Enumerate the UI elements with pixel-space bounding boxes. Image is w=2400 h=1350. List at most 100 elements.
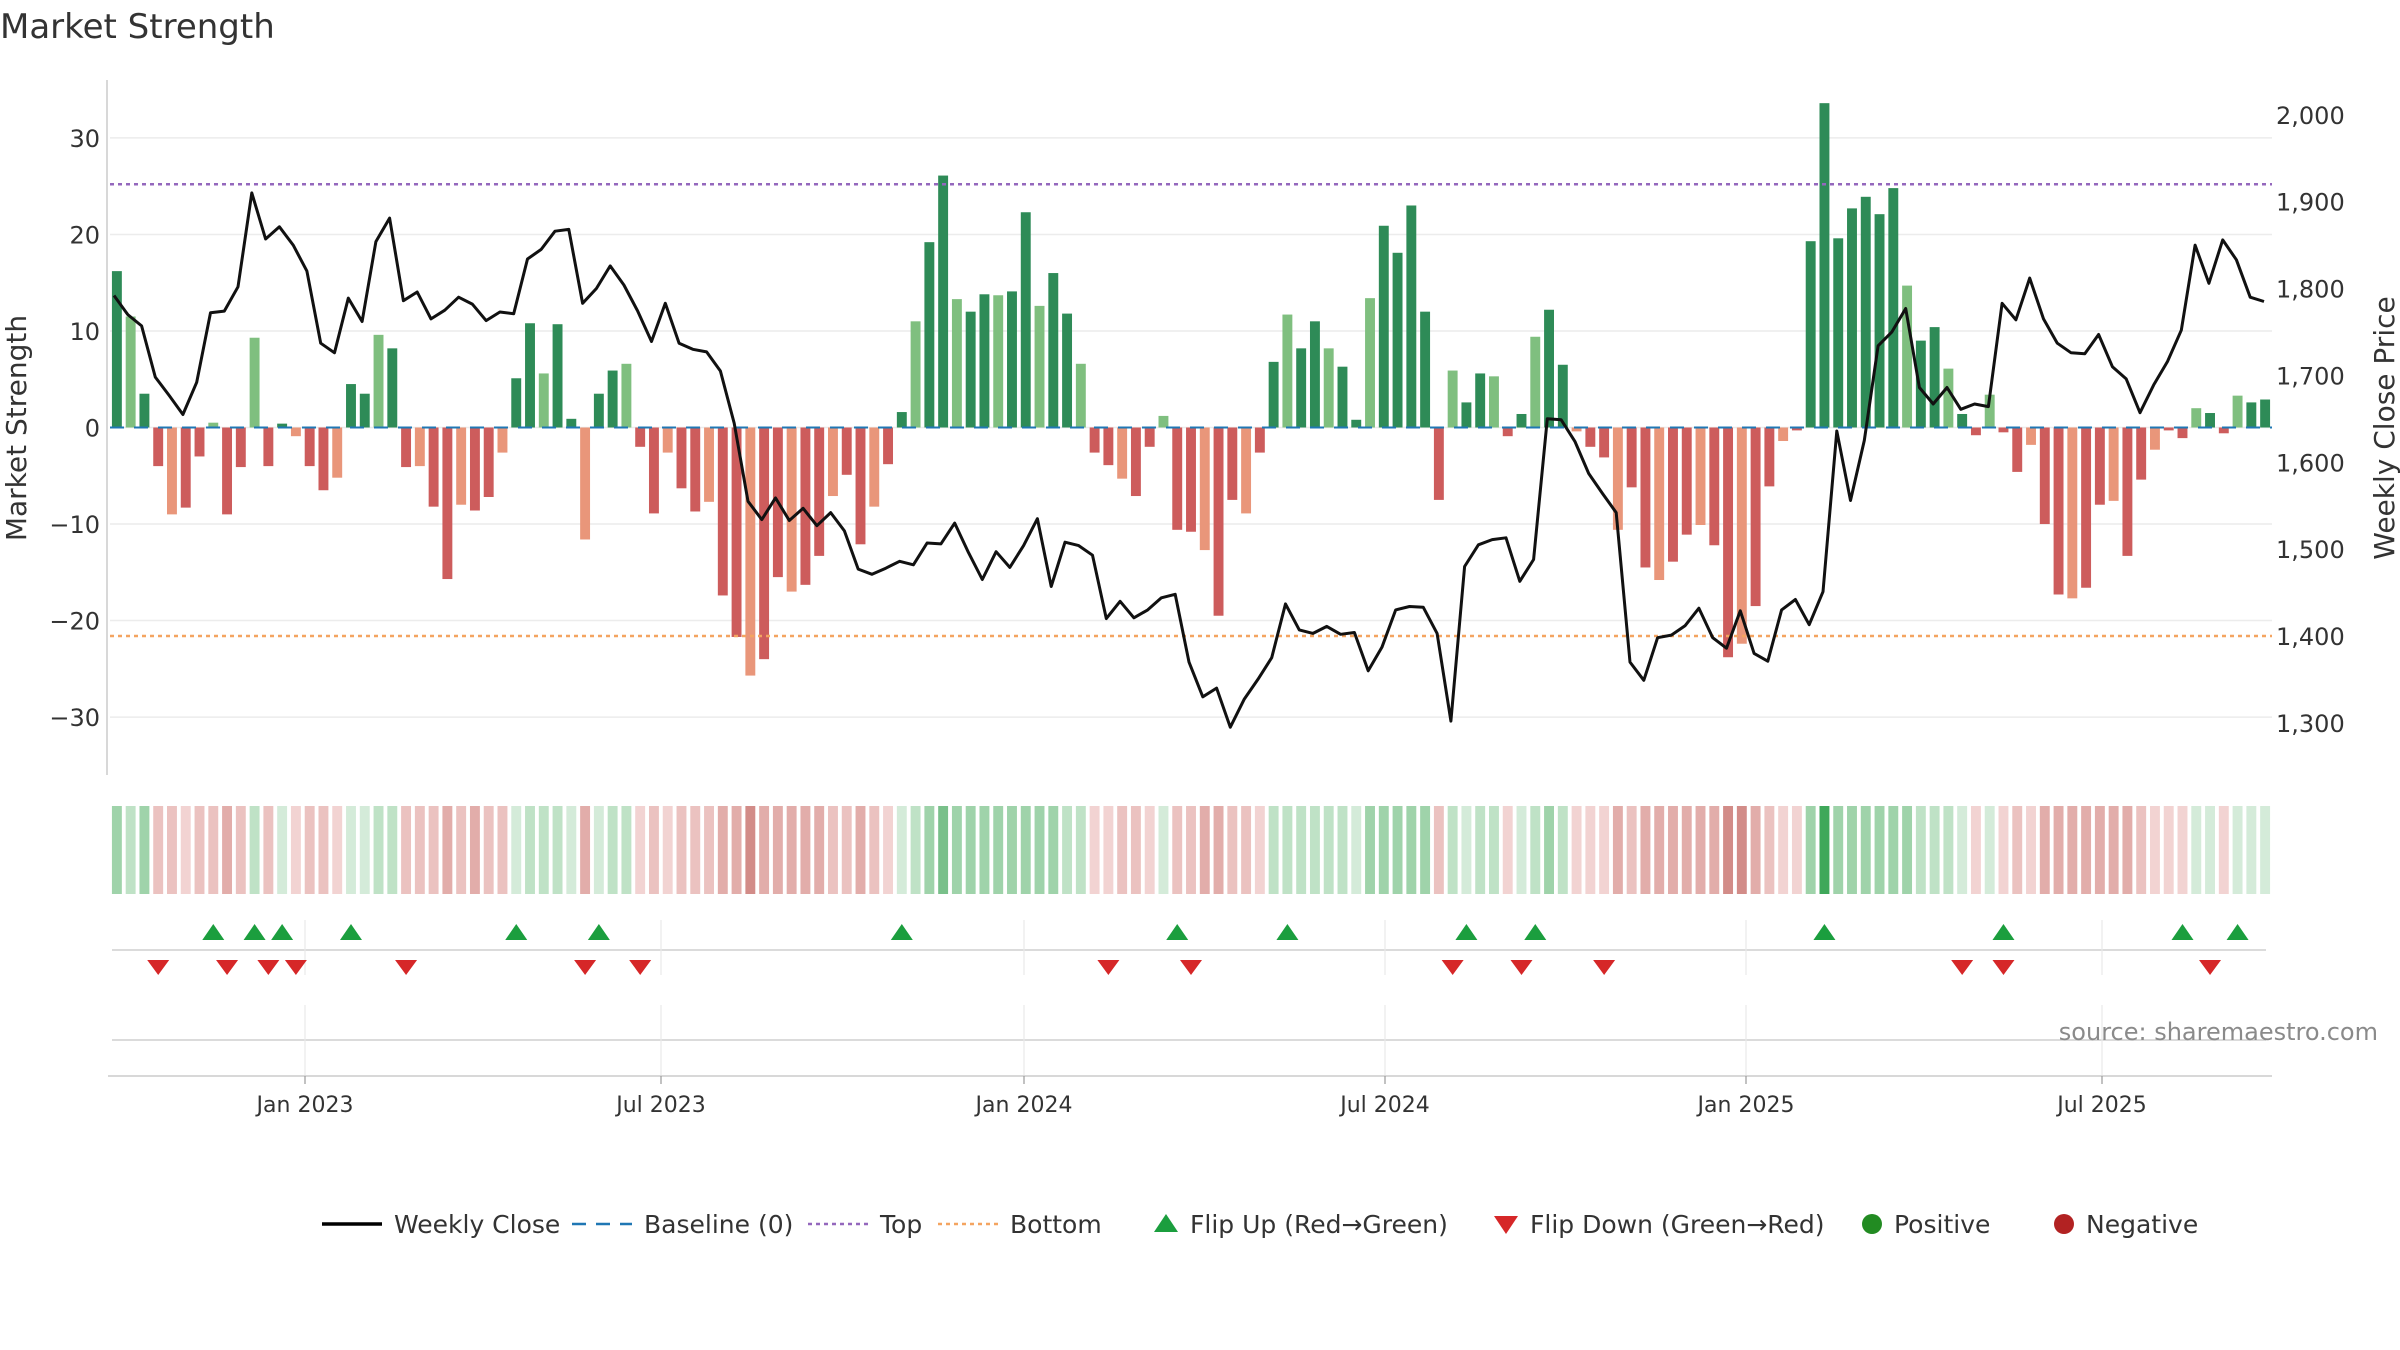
regime-cell bbox=[1130, 806, 1141, 894]
regime-cell bbox=[1213, 806, 1224, 894]
strength-bar bbox=[2260, 399, 2271, 428]
strength-bar bbox=[222, 427, 233, 515]
strength-bar bbox=[786, 427, 797, 592]
regime-cell bbox=[1241, 806, 1252, 894]
y-left-tick-label: −30 bbox=[49, 704, 100, 732]
regime-cell bbox=[263, 806, 274, 894]
strength-bar bbox=[373, 334, 384, 428]
regime-cell bbox=[2122, 806, 2133, 894]
strength-bar bbox=[139, 393, 150, 428]
regime-cell bbox=[566, 806, 577, 894]
regime-cell bbox=[1351, 806, 1362, 894]
strength-bar bbox=[1998, 427, 2009, 433]
regime-cell bbox=[951, 806, 962, 894]
strength-bar bbox=[318, 427, 329, 491]
regime-cell bbox=[1075, 806, 1086, 894]
strength-bar bbox=[511, 378, 522, 428]
strength-bar bbox=[1599, 427, 1610, 458]
regime-cell bbox=[483, 806, 494, 894]
x-tick-label: Jan 2023 bbox=[255, 1093, 354, 1118]
regime-cell bbox=[552, 806, 563, 894]
strength-bar bbox=[607, 370, 618, 428]
strength-bar bbox=[924, 242, 935, 428]
strength-bar bbox=[1323, 348, 1334, 428]
strength-bar bbox=[1296, 348, 1307, 428]
flip-down-marker bbox=[395, 960, 418, 975]
flip-down-marker bbox=[1951, 960, 1974, 975]
regime-cell bbox=[194, 806, 205, 894]
strength-bar bbox=[580, 427, 591, 540]
y-left-tick-label: 30 bbox=[69, 125, 100, 153]
strength-bar bbox=[1516, 413, 1527, 428]
strength-bar bbox=[1406, 205, 1417, 428]
regime-cell bbox=[1475, 806, 1486, 894]
strength-bar bbox=[153, 427, 164, 467]
regime-cell bbox=[1723, 806, 1734, 894]
regime-cell bbox=[1323, 806, 1334, 894]
strength-bar bbox=[2163, 427, 2174, 431]
regime-cell bbox=[1378, 806, 1389, 894]
regime-cell bbox=[621, 806, 632, 894]
regime-strip bbox=[111, 806, 2271, 894]
regime-cell bbox=[759, 806, 770, 894]
y-right-tick-label: 1,600 bbox=[2276, 449, 2345, 477]
strength-bar bbox=[1943, 368, 1954, 428]
regime-cell bbox=[1681, 806, 1692, 894]
regime-cell bbox=[855, 806, 866, 894]
legend-label: Bottom bbox=[1010, 1210, 1102, 1239]
strength-bar bbox=[125, 316, 136, 428]
regime-cell bbox=[1337, 806, 1348, 894]
regime-cell bbox=[1998, 806, 2009, 894]
y-axis-left: 30 20 10 0 −10 −20 −30 bbox=[49, 80, 108, 775]
strength-bar bbox=[1117, 427, 1128, 479]
strength-bar bbox=[2149, 427, 2160, 450]
regime-cell bbox=[2026, 806, 2036, 894]
strength-bar bbox=[662, 427, 673, 453]
strength-bar bbox=[1392, 252, 1403, 428]
regime-cell bbox=[2012, 806, 2023, 894]
strength-bar bbox=[359, 393, 370, 428]
regime-cell bbox=[1172, 806, 1183, 894]
strength-bar bbox=[1860, 196, 1871, 428]
y-axis-right: 2,000 1,900 1,800 1,700 1,600 1,500 1,400 1,300 bbox=[2276, 102, 2345, 738]
strength-bar bbox=[1447, 370, 1458, 428]
strength-bar bbox=[869, 427, 880, 507]
strength-bar bbox=[1502, 427, 1513, 437]
regime-cell bbox=[318, 806, 329, 894]
strength-bar bbox=[1172, 427, 1183, 530]
strength-bar bbox=[800, 427, 811, 585]
regime-cell bbox=[924, 806, 935, 894]
legend-swatch-circle bbox=[2054, 1214, 2074, 1234]
regime-cell bbox=[346, 806, 356, 894]
strength-bars bbox=[111, 103, 2271, 676]
strength-bar bbox=[1805, 241, 1816, 428]
flip-down-marker bbox=[1180, 960, 1202, 975]
strength-bar bbox=[704, 427, 714, 502]
regime-cell bbox=[139, 806, 150, 894]
strength-bar bbox=[304, 427, 315, 467]
regime-cell bbox=[249, 806, 260, 894]
strength-bar bbox=[2039, 427, 2050, 525]
regime-cell bbox=[1296, 806, 1307, 894]
regime-cell bbox=[2081, 806, 2092, 894]
strength-bar bbox=[469, 427, 480, 511]
regime-cell bbox=[1695, 806, 1706, 894]
strength-bar bbox=[1970, 427, 1981, 436]
regime-cell bbox=[153, 806, 164, 894]
strength-bar bbox=[1351, 419, 1362, 428]
strength-bar bbox=[1847, 208, 1857, 428]
regime-cell bbox=[1654, 806, 1665, 894]
regime-cell bbox=[910, 806, 921, 894]
strength-bar bbox=[2012, 427, 2023, 472]
legend-swatch-triangle-up bbox=[1154, 1214, 1178, 1232]
flip-down-marker bbox=[629, 960, 652, 975]
regime-cell bbox=[1062, 806, 1073, 894]
strength-bar bbox=[1612, 427, 1623, 530]
regime-cell bbox=[717, 806, 728, 894]
regime-cell bbox=[1268, 806, 1279, 894]
legend-label: Negative bbox=[2086, 1210, 2198, 1239]
regime-cell bbox=[1778, 806, 1789, 894]
strength-bar bbox=[1089, 427, 1100, 453]
strength-bar bbox=[525, 323, 535, 428]
